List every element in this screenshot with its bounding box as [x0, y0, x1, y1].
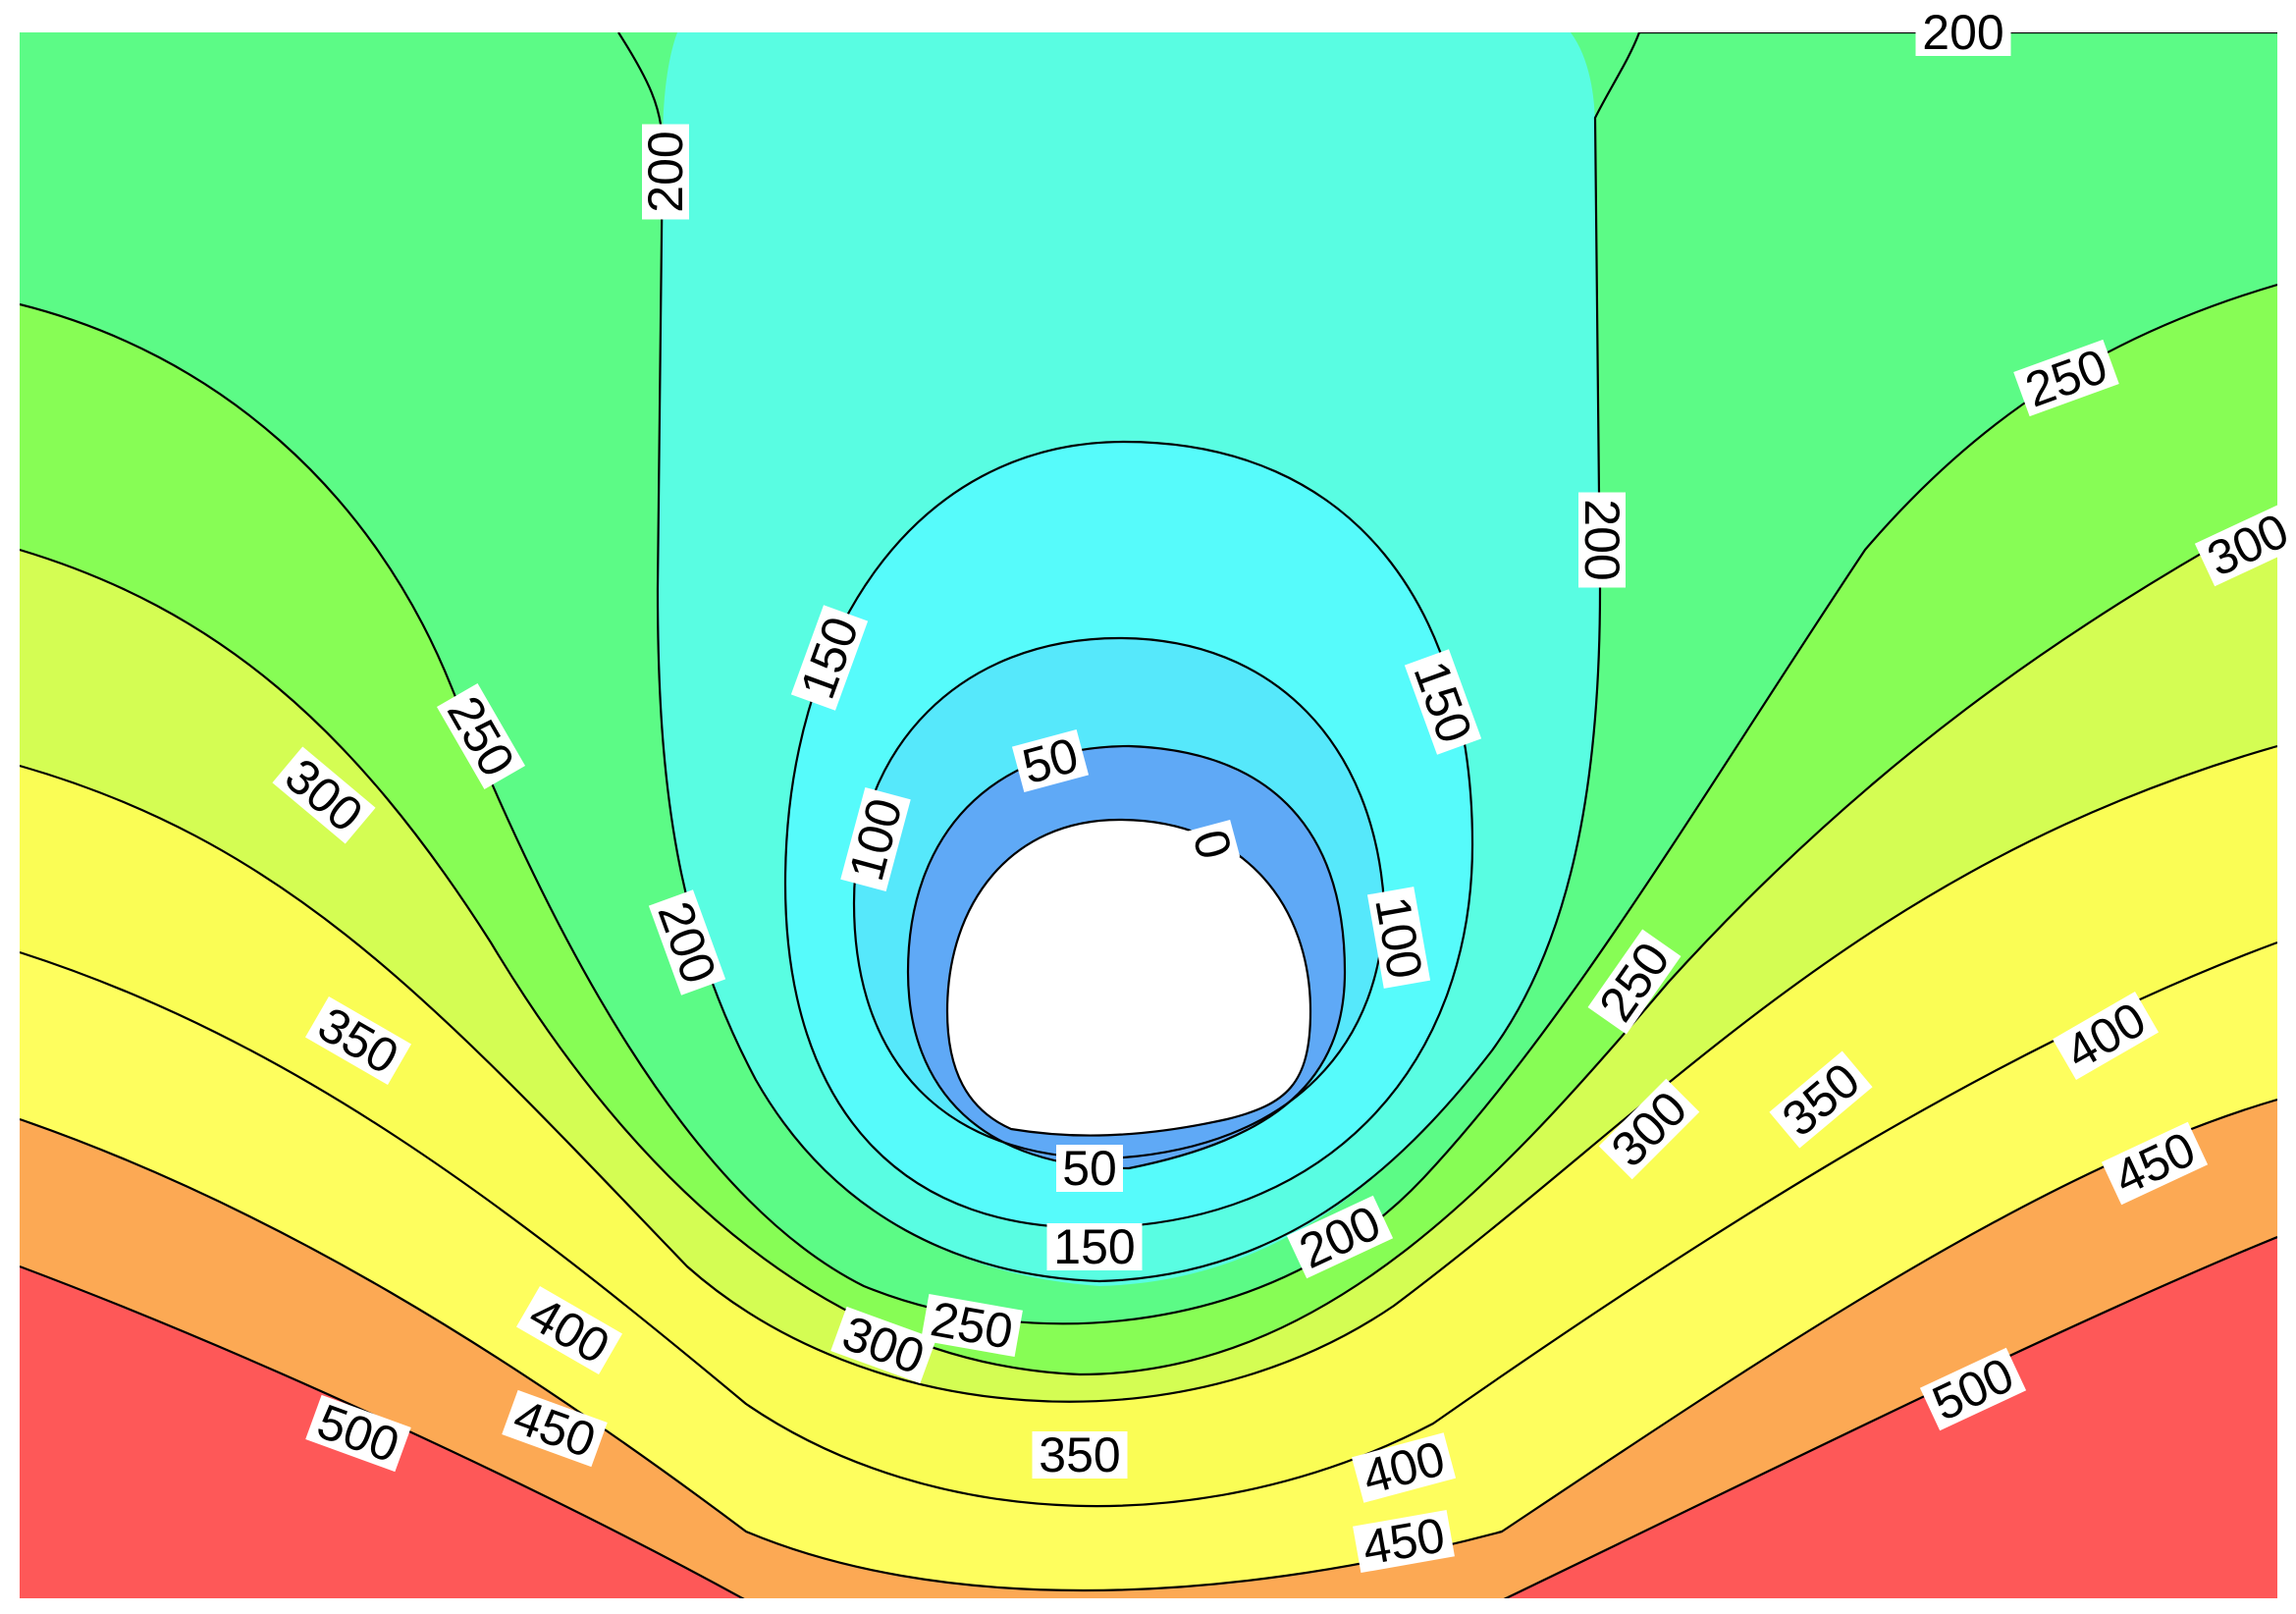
contour-line-250 — [20, 283, 2277, 1325]
contour-line-50 — [906, 744, 1347, 1170]
band-450 — [20, 1100, 2277, 1598]
contour-line-400 — [20, 941, 2277, 1508]
contour-label-150: 150 — [1046, 1219, 1143, 1274]
contour-line-200 — [617, 32, 1641, 1283]
contour-label-text: 200 — [1575, 499, 1629, 580]
contour-label-text: 50 — [1062, 1141, 1117, 1196]
contour-label-200: 200 — [1915, 5, 2011, 60]
contour-line-300 — [20, 510, 2277, 1376]
contour-label-50: 50 — [1011, 727, 1090, 794]
contour-label-0: 0 — [1182, 819, 1243, 870]
contour-line-0 — [945, 818, 1312, 1137]
contour-label-text: 150 — [1053, 1219, 1135, 1274]
contour-line-350 — [20, 744, 2277, 1403]
contour-label-text: 200 — [638, 131, 693, 212]
contour-label-350: 350 — [1032, 1427, 1128, 1482]
band-void — [947, 820, 1310, 1136]
contour-label-text: 200 — [1922, 5, 2003, 60]
contour-lines — [20, 32, 2277, 1598]
contour-label-200: 200 — [638, 124, 693, 220]
contour-label-250: 250 — [921, 1291, 1023, 1360]
contour-label-200: 200 — [1575, 492, 1629, 588]
contour-labels: 2002002002002002502502503003003003003503… — [272, 5, 2296, 1576]
contour-label-50: 50 — [1056, 1141, 1123, 1196]
contour-line-450 — [20, 1098, 2277, 1592]
band-500 — [20, 1237, 2277, 1598]
contour-label-450: 450 — [1353, 1507, 1455, 1576]
contour-label-300: 300 — [830, 1305, 936, 1385]
contour-label-text: 350 — [1039, 1427, 1120, 1482]
